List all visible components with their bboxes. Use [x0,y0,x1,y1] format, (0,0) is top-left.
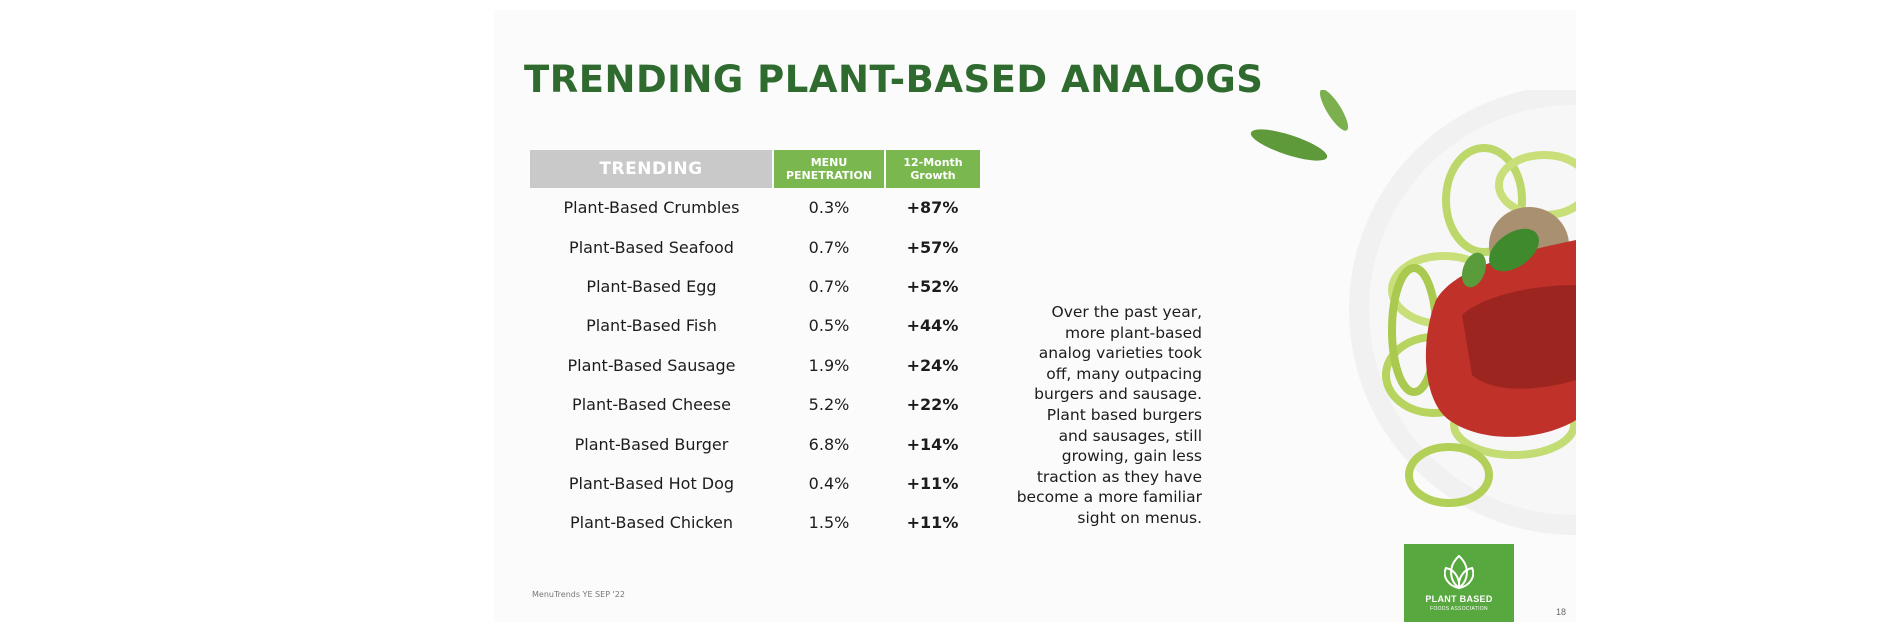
row-penetration: 6.8% [808,434,850,454]
row-name: Plant-Based Sausage [567,355,736,375]
summary-paragraph: Over the past year, more plant-based ana… [1010,302,1202,529]
row-growth: +11% [906,473,959,493]
row-penetration: 1.9% [808,355,850,375]
paragraph-line: burgers and sausage. [1034,385,1202,404]
row-growth: +11% [906,513,959,533]
row-penetration: 1.5% [808,513,850,533]
paragraph-line: Plant based burgers [1046,405,1202,424]
row-name: Plant-Based Seafood [569,237,734,257]
table-row: Plant-Based Egg 0.7% +52% [530,267,980,306]
paragraph-line: more plant-based [1064,323,1202,342]
paragraph-line: off, many outpacing [1046,364,1202,383]
table-row: Plant-Based Crumbles 0.3% +87% [530,188,980,227]
paragraph-line: Over the past year, [1051,303,1203,321]
header-12-month-growth: 12-Month Growth [884,150,980,188]
zoodle-dish-image [1250,90,1576,535]
table-row: Plant-Based Fish 0.5% +44% [530,306,980,345]
header-penetration-line2: PENETRATION [785,169,873,182]
row-name: Plant-Based Cheese [572,395,731,415]
row-name: Plant-Based Chicken [570,513,733,533]
row-name: Plant-Based Hot Dog [568,473,735,493]
slide-title: TRENDING PLANT-BASED ANALOGS [524,58,1264,101]
header-growth-line1: 12-Month [903,156,963,169]
row-growth: +57% [906,237,959,257]
row-growth: +44% [906,316,959,336]
table-row: Plant-Based Cheese 5.2% +22% [530,385,980,424]
paragraph-line: traction as they have [1036,467,1202,486]
table-row: Plant-Based Burger 6.8% +14% [530,424,980,463]
table-row: Plant-Based Seafood 0.7% +57% [530,227,980,266]
logo-text-line1: PLANT BASED [1425,594,1493,604]
plant-based-foods-association-logo: PLANT BASED FOODS ASSOCIATION [1404,544,1514,622]
row-penetration: 0.4% [808,473,850,493]
row-growth: +87% [906,198,959,218]
row-growth: +24% [906,355,959,375]
paragraph-line: analog varieties took [1038,344,1202,363]
row-name: Plant-Based Fish [586,316,717,336]
basil-leaf-icon [1250,129,1328,161]
table-row: Plant-Based Chicken 1.5% +11% [530,503,980,542]
row-growth: +14% [906,434,959,454]
source-note: MenuTrends YE SEP '22 [532,590,625,599]
logo-text-line2: FOODS ASSOCIATION [1430,606,1488,612]
row-penetration: 0.3% [808,198,850,218]
page-number: 18 [1556,607,1567,617]
paragraph-line: become a more familiar [1016,488,1202,507]
basil-leaf-icon [1489,228,1539,272]
paragraph-line: and sausages, still [1058,426,1202,445]
row-penetration: 0.7% [808,276,850,296]
row-name: Plant-Based Burger [574,434,729,454]
slide: TRENDING PLANT-BASED ANALOGS TRENDING ME… [494,10,1576,622]
header-trending: TRENDING [530,150,773,188]
row-name: Plant-Based Egg [586,276,717,296]
basil-leaf-icon [1461,252,1487,288]
header-growth-line2: Growth [910,169,956,182]
row-growth: +22% [906,395,959,415]
row-name: Plant-Based Crumbles [563,198,740,218]
header-penetration-line1: MENU [810,156,848,169]
table-row: Plant-Based Sausage 1.9% +24% [530,346,980,385]
row-penetration: 0.5% [808,316,850,336]
paragraph-line: growing, gain less [1061,447,1202,466]
row-penetration: 0.7% [808,237,850,257]
table-row: Plant-Based Hot Dog 0.4% +11% [530,464,980,503]
paragraph-line: sight on menus. [1077,508,1202,527]
header-menu-penetration: MENU PENETRATION [772,150,885,188]
row-penetration: 5.2% [808,395,850,415]
basil-leaf-icon [1319,90,1349,131]
trending-table: TRENDING MENU PENETRATION 12-Month Growt… [530,150,980,543]
leaf-cluster-icon [1444,554,1474,590]
row-growth: +52% [906,276,959,296]
table-header-row: TRENDING MENU PENETRATION 12-Month Growt… [530,150,980,188]
